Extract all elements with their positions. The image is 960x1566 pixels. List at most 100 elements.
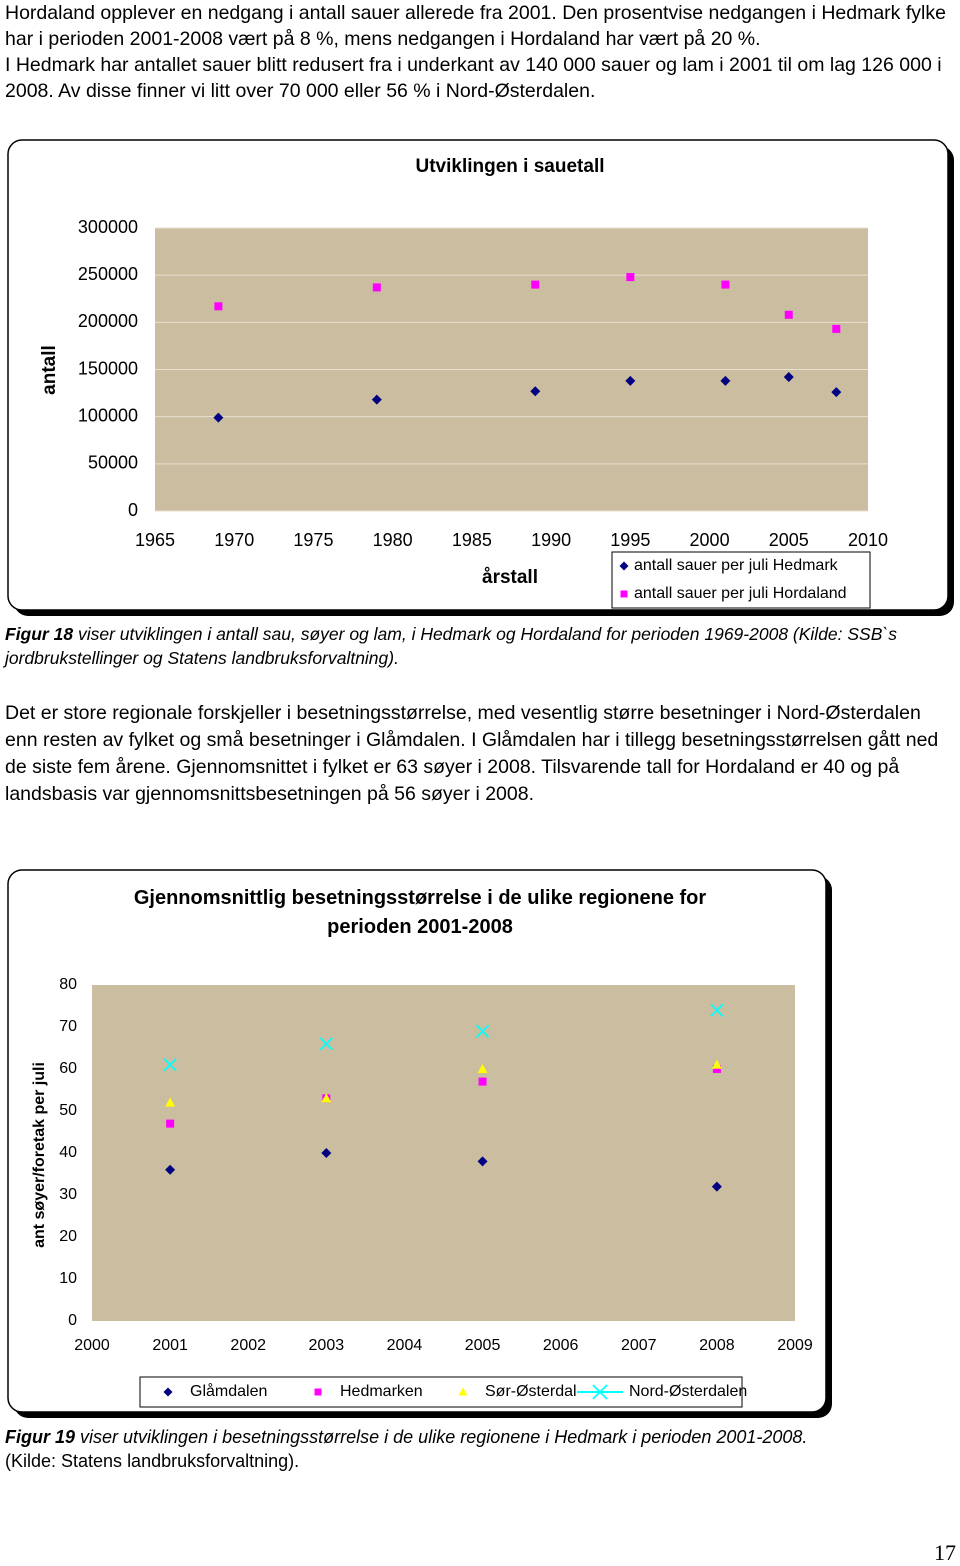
x-tick-label: 2007 xyxy=(621,1337,657,1354)
marker xyxy=(784,310,793,319)
y-tick-label: 50 xyxy=(59,1102,77,1119)
caption-text: viser utviklingen i antall sau, søyer og… xyxy=(5,624,897,668)
y-tick-label: 300000 xyxy=(78,217,138,237)
y-tick-label: 70 xyxy=(59,1018,77,1035)
marker xyxy=(477,1156,488,1167)
x-tick-label: 2009 xyxy=(777,1337,813,1354)
marker xyxy=(478,1077,487,1086)
marker xyxy=(321,1093,332,1103)
caption: Figur 19 viser utviklingen i besetningss… xyxy=(5,1425,957,1473)
x-tick-label: 1975 xyxy=(293,530,333,550)
x-tick-label: 1995 xyxy=(610,530,650,550)
marker xyxy=(720,375,731,386)
marker xyxy=(531,280,540,289)
marker xyxy=(783,372,794,383)
chart-frame xyxy=(7,869,827,1413)
x-tick-label: 1965 xyxy=(135,530,175,550)
legend-box xyxy=(611,551,871,609)
legend-label: antall sauer per juli Hordaland xyxy=(634,585,847,602)
marker xyxy=(165,1164,176,1175)
marker xyxy=(213,412,224,423)
x-tick-label: 2004 xyxy=(387,1337,423,1354)
marker xyxy=(831,387,842,398)
marker xyxy=(163,1387,173,1397)
marker xyxy=(477,1064,488,1073)
plot-area xyxy=(155,228,868,511)
x-tick-label: 2000 xyxy=(74,1337,110,1354)
x-tick-label: 1980 xyxy=(373,530,413,550)
marker xyxy=(721,280,730,289)
y-tick-label: 60 xyxy=(59,1060,77,1077)
marker xyxy=(620,590,628,598)
marker xyxy=(530,386,541,397)
legend-label: antall sauer per juli Hedmark xyxy=(634,557,839,574)
marker xyxy=(592,1384,608,1400)
page-number: 17 xyxy=(934,1540,956,1565)
y-tick-label: 250000 xyxy=(78,264,138,284)
x-tick-label: 2010 xyxy=(848,530,888,550)
chart-shadow xyxy=(14,146,954,616)
paragraph: Det er store regionale forskjeller i bes… xyxy=(5,702,939,805)
marker xyxy=(165,1097,176,1107)
plot-area xyxy=(92,985,795,1321)
y-tick-label: 150000 xyxy=(78,358,138,378)
x-tick-label: 2003 xyxy=(309,1337,345,1354)
y-tick-label: 80 xyxy=(59,976,77,993)
legend-label: Glåmdalen xyxy=(190,1382,267,1400)
paragraph: Hordaland opplever en nedgang i antall s… xyxy=(5,2,946,50)
marker xyxy=(314,1388,322,1396)
legend-box xyxy=(139,1376,743,1408)
x-tick-label: 2000 xyxy=(690,530,730,550)
chart-title: Utviklingen i sauetall xyxy=(415,156,605,177)
x-axis-title: årstall xyxy=(482,567,538,588)
x-tick-label: 2005 xyxy=(465,1337,501,1354)
y-tick-label: 50000 xyxy=(88,453,138,473)
caption-source: (Kilde: Statens landbruksforvaltning). xyxy=(5,1451,300,1471)
legend-label: Nord-Østerdalen xyxy=(629,1383,747,1400)
legend-label: Sør-Østerdal xyxy=(485,1383,577,1400)
marker xyxy=(475,1024,490,1038)
chart-title: Gjennomsnittlig besetningsstørrelse i de… xyxy=(133,887,707,938)
y-tick-label: 40 xyxy=(59,1144,77,1161)
y-tick-label: 0 xyxy=(128,500,138,520)
chart-shadow xyxy=(14,876,832,1418)
x-tick-label: 2006 xyxy=(543,1337,579,1354)
marker xyxy=(166,1119,175,1128)
marker xyxy=(832,324,841,333)
marker xyxy=(163,1058,177,1072)
marker xyxy=(214,302,223,311)
x-tick-label: 1985 xyxy=(452,530,492,550)
x-tick-label: 1970 xyxy=(214,530,254,550)
caption: Figur 18 viser utviklingen i antall sau,… xyxy=(5,622,957,670)
marker xyxy=(626,273,635,282)
x-tick-label: 2008 xyxy=(699,1337,735,1354)
caption-label: Figur 18 xyxy=(5,624,74,644)
marker xyxy=(619,561,629,571)
text-block: Hordaland opplever en nedgang i antall s… xyxy=(5,0,957,104)
y-tick-label: 200000 xyxy=(78,311,138,331)
x-tick-label: 2005 xyxy=(769,530,809,550)
caption-label: Figur 19 xyxy=(5,1427,76,1447)
y-tick-label: 100000 xyxy=(78,405,138,425)
y-tick-label: 0 xyxy=(68,1312,77,1329)
marker xyxy=(711,1181,722,1192)
x-tick-label: 2001 xyxy=(152,1337,188,1354)
y-tick-label: 30 xyxy=(59,1186,77,1203)
y-axis-title: ant søyer/foretak per juli xyxy=(31,1062,48,1248)
marker xyxy=(371,394,382,405)
x-tick-label: 1990 xyxy=(531,530,571,550)
y-tick-label: 10 xyxy=(59,1270,77,1287)
marker xyxy=(321,1148,332,1158)
marker xyxy=(711,1059,722,1069)
chart-frame xyxy=(7,139,949,611)
marker xyxy=(319,1037,333,1051)
caption-text: viser utviklingen i besetningsstørrelse … xyxy=(80,1427,808,1447)
marker xyxy=(458,1387,468,1396)
marker xyxy=(710,1003,724,1017)
paragraph: I Hedmark har antallet sauer blitt redus… xyxy=(5,54,942,102)
marker xyxy=(322,1094,331,1103)
marker xyxy=(625,375,636,386)
legend-label: Hedmarken xyxy=(340,1383,423,1400)
y-axis-title: antall xyxy=(39,345,60,395)
